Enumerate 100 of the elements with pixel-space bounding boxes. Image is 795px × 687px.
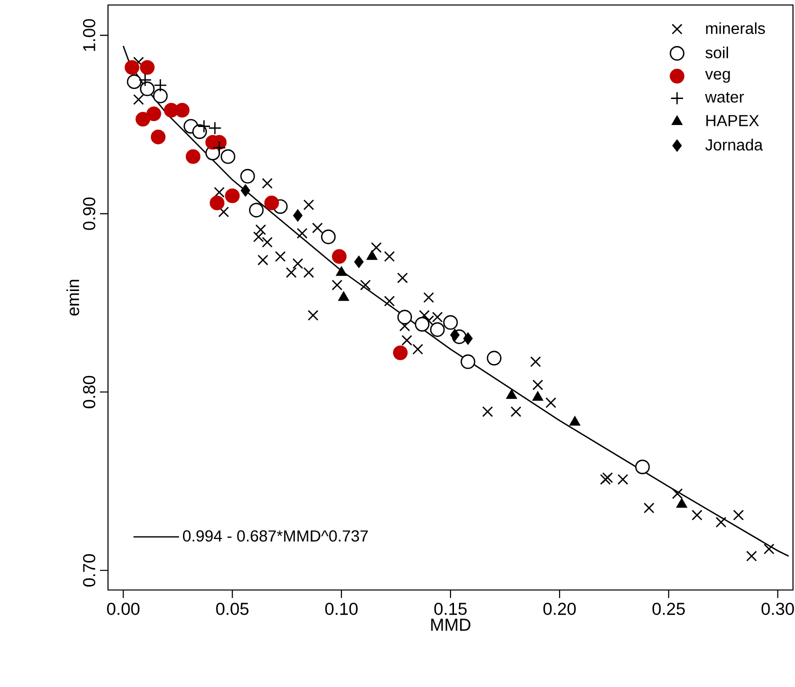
point	[186, 149, 200, 164]
legend-label: veg	[705, 70, 730, 83]
point	[482, 406, 493, 418]
point	[197, 120, 211, 133]
point	[240, 168, 255, 184]
point	[733, 510, 744, 520]
y-axis-title: emin	[66, 280, 80, 316]
point	[308, 310, 318, 321]
point	[716, 516, 726, 528]
point	[292, 258, 304, 269]
point	[303, 199, 314, 210]
point	[332, 249, 347, 264]
point	[370, 242, 382, 253]
point	[460, 354, 476, 370]
point	[463, 332, 473, 345]
point	[286, 267, 297, 278]
point	[192, 124, 207, 139]
y-tick-label: 1.00	[83, 19, 96, 51]
legend-label: soil	[706, 46, 728, 58]
point	[174, 102, 190, 118]
point	[253, 231, 264, 242]
point	[676, 498, 688, 508]
point	[126, 74, 142, 90]
point	[397, 272, 408, 284]
x-tick-label: 0.20	[543, 602, 576, 615]
point	[412, 344, 424, 355]
x-axis-title: MMD	[431, 618, 470, 631]
point	[570, 416, 580, 426]
point	[530, 356, 541, 368]
point	[214, 186, 225, 198]
point	[262, 236, 273, 248]
point	[545, 397, 556, 408]
point	[384, 251, 395, 262]
point	[506, 390, 517, 399]
x-tick-label: 0.10	[325, 602, 358, 615]
legend-label: HAPEX	[706, 115, 759, 126]
point	[443, 315, 458, 330]
point	[532, 380, 544, 390]
y-tick-label: 0.90	[83, 197, 96, 230]
point	[312, 222, 323, 234]
point	[138, 73, 152, 87]
point	[212, 141, 226, 154]
point	[293, 209, 302, 222]
point	[401, 334, 412, 346]
point	[140, 81, 155, 96]
point	[692, 510, 702, 520]
point	[303, 267, 314, 278]
point	[432, 312, 443, 323]
point	[510, 406, 522, 418]
point	[414, 316, 430, 332]
point	[672, 488, 683, 500]
point	[418, 310, 430, 321]
point	[321, 230, 336, 244]
point	[354, 256, 364, 268]
point	[336, 266, 347, 276]
point	[296, 228, 308, 239]
point	[635, 460, 650, 474]
point	[153, 88, 168, 104]
point	[392, 345, 408, 360]
point	[764, 544, 774, 554]
legend-label: minerals	[706, 22, 765, 34]
point	[384, 296, 395, 306]
legend-label: 0.994 - 0.687*MMD^0.737	[182, 530, 368, 542]
point	[154, 78, 168, 92]
point	[133, 94, 144, 105]
legend-label: Jornada	[705, 138, 763, 151]
x-tick-label: 0.05	[216, 602, 248, 615]
point	[397, 310, 412, 324]
point	[210, 196, 224, 210]
point	[136, 112, 150, 126]
point	[225, 188, 240, 204]
x-tick-label: 0.15	[434, 602, 467, 615]
point	[644, 502, 654, 514]
point	[486, 350, 502, 366]
point	[532, 391, 544, 401]
x-tick-label: 0.00	[107, 602, 140, 615]
point	[264, 196, 279, 210]
point	[150, 130, 166, 144]
point	[220, 149, 236, 164]
point	[240, 184, 250, 196]
x-tick-label: 0.25	[652, 602, 685, 615]
point	[430, 322, 445, 337]
point	[423, 292, 434, 303]
line-series	[122, 45, 790, 557]
point	[258, 254, 268, 266]
point	[617, 474, 628, 485]
point	[146, 106, 162, 122]
point	[124, 60, 140, 75]
x-tick-label: 0.30	[762, 602, 794, 615]
point	[208, 121, 222, 135]
point	[249, 202, 264, 218]
point	[255, 224, 266, 236]
y-tick-label: 0.70	[83, 554, 96, 587]
point	[360, 280, 371, 290]
y-tick-label: 0.80	[83, 376, 96, 408]
point	[746, 550, 757, 562]
point	[218, 206, 230, 218]
point	[450, 328, 460, 341]
point	[366, 250, 378, 260]
point	[338, 291, 349, 301]
